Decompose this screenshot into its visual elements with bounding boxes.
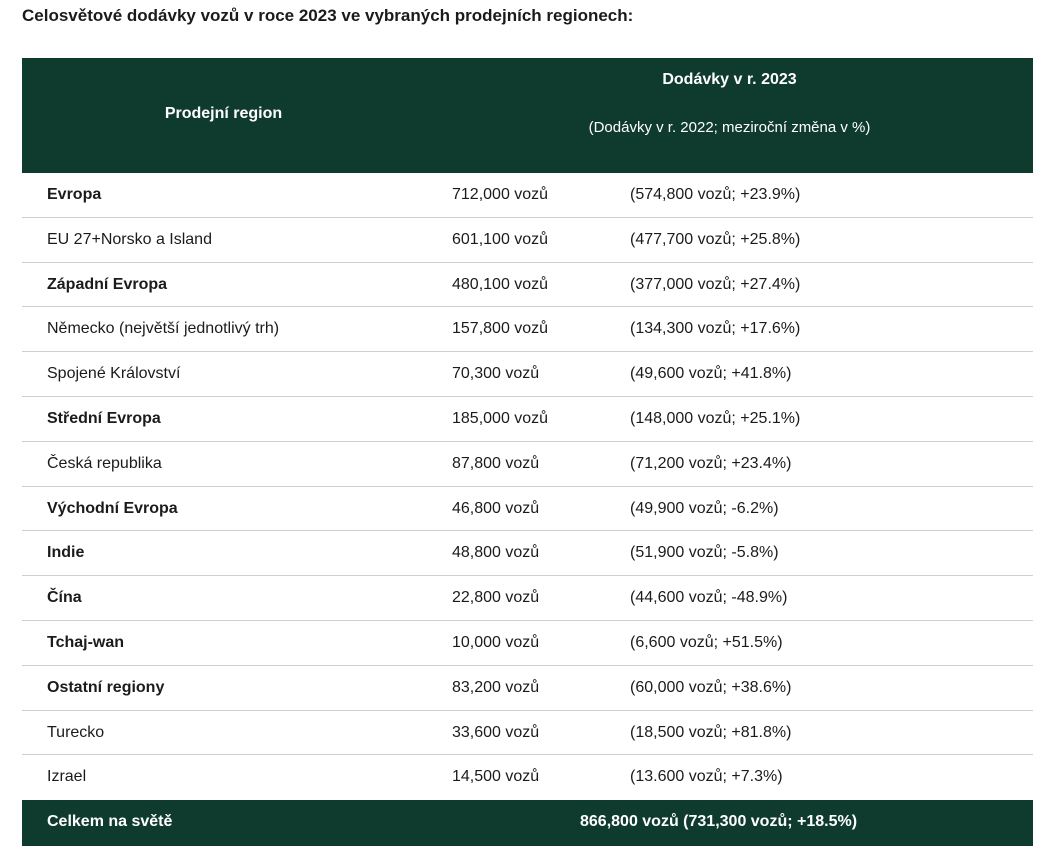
table-row: Německo (největší jednotlivý trh) 157,800…: [22, 307, 1033, 353]
table-body: Evropa 712,000 vozů (574,800 vozů; +23.9%)…: [22, 173, 1033, 800]
table-row: Indie 48,800 vozů (51,900 vozů; -5.8%): [22, 531, 1033, 577]
cell-region: Západní Evropa: [47, 275, 168, 293]
cell-deliveries-2023: 14,500 vozů: [452, 768, 540, 786]
cell-deliveries-2023: 87,800 vozů: [452, 454, 540, 472]
cell-region: Čína: [47, 589, 82, 607]
total-row: Celkem na světě 866,800 vozů (731,300 vo…: [22, 800, 1033, 847]
total-value: 866,800 vozů (731,300 vozů; +18.5%): [580, 813, 858, 831]
cell-region: Německo (největší jednotlivý trh): [47, 320, 280, 338]
total-label: Celkem na světě: [47, 813, 173, 831]
cell-deliveries-2022: (44,600 vozů; -48.9%): [630, 589, 788, 607]
cell-region: Východní Evropa: [47, 499, 178, 517]
cell-deliveries-2022: (134,300 vozů; +17.6%): [630, 320, 801, 338]
cell-deliveries-2022: (6,600 vozů; +51.5%): [630, 633, 783, 651]
table-row: Evropa 712,000 vozů (574,800 vozů; +23.9%): [22, 173, 1033, 218]
cell-region: EU 27+Norsko a Island: [47, 230, 212, 248]
cell-deliveries-2022: (71,200 vozů; +23.4%): [630, 454, 792, 472]
cell-region: Tchaj-wan: [47, 633, 125, 651]
table-row: Spojené Království 70,300 vozů (49,600 voz…: [22, 352, 1033, 397]
table-row: Tchaj-wan 10,000 vozů (6,600 vozů; +51.5%): [22, 621, 1033, 666]
cell-deliveries-2022: (49,900 vozů; -6.2%): [630, 499, 779, 517]
cell-region: Turecko: [47, 723, 105, 741]
cell-region: Ostatní regiony: [47, 678, 165, 696]
table-row: Čína 22,800 vozů (44,600 vozů; -48.9%): [22, 576, 1033, 621]
cell-deliveries-2022: (148,000 vozů; +25.1%): [630, 409, 801, 427]
cell-region: Izrael: [47, 768, 87, 786]
cell-deliveries-2023: 22,800 vozů: [452, 589, 540, 607]
header-region: Prodejní region: [164, 105, 283, 122]
cell-deliveries-2022: (574,800 vozů; +23.9%): [630, 186, 801, 203]
cell-region: Evropa: [47, 186, 102, 203]
cell-deliveries-2023: 712,000 vozů: [452, 186, 549, 203]
table-row: Střední Evropa 185,000 vozů (148,000 vozů;…: [22, 397, 1033, 442]
table-row: Česká republika 87,800 vozů (71,200 vozů; …: [22, 442, 1033, 487]
table-row: Izrael 14,500 vozů (13.600 vozů; +7.3%): [22, 755, 1033, 800]
table-row: Západní Evropa 480,100 vozů (377,000 vozů;…: [22, 263, 1033, 308]
cell-deliveries-2023: 83,200 vozů: [452, 678, 540, 696]
cell-deliveries-2022: (18,500 vozů; +81.8%): [630, 723, 792, 741]
header-deliveries-subtitle: (Dodávky v r. 2022; meziroční změna v %): [588, 119, 871, 136]
cell-region: Česká republika: [47, 454, 162, 472]
page-title: Celosvětové dodávky vozů v roce 2023 ve …: [22, 6, 634, 25]
cell-deliveries-2023: 480,100 vozů: [452, 275, 549, 293]
cell-deliveries-2023: 70,300 vozů: [452, 365, 540, 383]
cell-deliveries-2022: (51,900 vozů; -5.8%): [630, 544, 779, 562]
cell-deliveries-2022: (60,000 vozů; +38.6%): [630, 678, 792, 696]
cell-deliveries-2022: (377,000 vozů; +27.4%): [630, 275, 801, 293]
table-header: Prodejní region Dodávky v r. 2023 (Dodáv…: [22, 58, 1033, 173]
table-row: Východní Evropa 46,800 vozů (49,900 vozů; …: [22, 487, 1033, 532]
cell-deliveries-2023: 33,600 vozů: [452, 723, 540, 741]
cell-deliveries-2022: (49,600 vozů; +41.8%): [630, 365, 792, 383]
cell-deliveries-2023: 46,800 vozů: [452, 499, 540, 517]
cell-region: Indie: [47, 544, 85, 562]
table-row: Turecko 33,600 vozů (18,500 vozů; +81.8%): [22, 711, 1033, 756]
cell-region: Spojené Království: [47, 365, 181, 383]
cell-deliveries-2022: (13.600 vozů; +7.3%): [630, 768, 783, 786]
table-row: Ostatní regiony 83,200 vozů (60,000 vozů; …: [22, 666, 1033, 711]
table-row: EU 27+Norsko a Island 601,100 vozů (477,70…: [22, 218, 1033, 263]
cell-deliveries-2023: 10,000 vozů: [452, 633, 540, 651]
cell-deliveries-2022: (477,700 vozů; +25.8%): [630, 230, 801, 248]
cell-deliveries-2023: 185,000 vozů: [452, 409, 549, 427]
cell-region: Střední Evropa: [47, 409, 161, 427]
header-deliveries: Dodávky v r. 2023: [662, 71, 797, 88]
cell-deliveries-2023: 157,800 vozů: [452, 320, 549, 338]
deliveries-table: Prodejní region Dodávky v r. 2023 (Dodáv…: [22, 58, 1033, 847]
cell-deliveries-2023: 48,800 vozů: [452, 544, 540, 562]
cell-deliveries-2023: 601,100 vozů: [452, 230, 549, 248]
